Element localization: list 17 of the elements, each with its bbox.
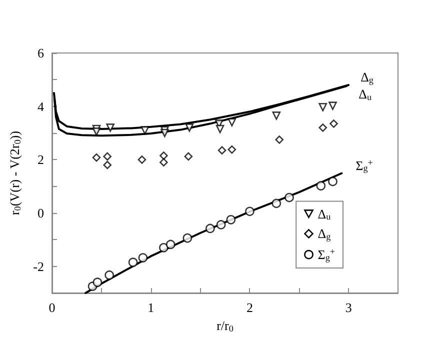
y-tick-label: 2: [38, 152, 44, 168]
y-axis-title: r0(V(r) - V(2r0)): [7, 130, 22, 216]
x-tick-label: 1: [148, 300, 154, 315]
x-tick-label: 3: [345, 300, 352, 315]
y-tick-label: 0: [38, 206, 44, 220]
y-tick-label: 4: [38, 98, 44, 114]
y-tick-label: -2: [33, 258, 44, 274]
x-tick-label: 2: [246, 300, 253, 315]
y-tick-label: 6: [38, 46, 44, 60]
series-label: Δu: [358, 86, 372, 102]
series-label: Δg: [360, 70, 374, 85]
x-tick-label: 0: [48, 300, 56, 315]
legend-label: Σg+: [318, 246, 336, 262]
x-axis-title: r/r0: [216, 318, 234, 334]
legend-label: Δg: [318, 226, 332, 242]
legend-label: Δu: [318, 206, 332, 222]
series-label: Σg+: [356, 157, 373, 174]
